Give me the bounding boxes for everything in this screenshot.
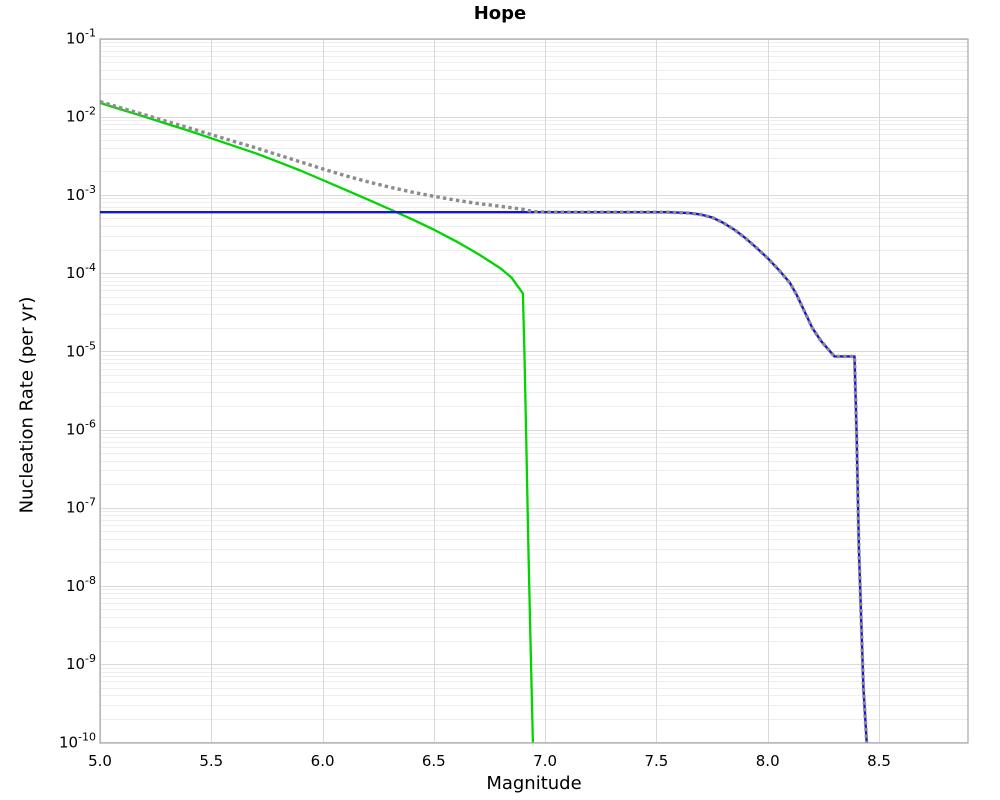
x-tick-label: 5.5 — [199, 752, 223, 770]
y-tick-label: 10-9 — [66, 652, 96, 673]
chart-title: Hope — [473, 3, 527, 24]
x-tick-label: 8.0 — [756, 752, 780, 770]
y-tick-label: 10-5 — [66, 339, 96, 360]
minor-gridlines — [100, 42, 968, 720]
x-tick-label: 6.5 — [422, 752, 446, 770]
series-blue-solid-line — [100, 211, 868, 743]
y-tick-label: 10-10 — [59, 730, 96, 751]
series-green-solid-line — [99, 101, 535, 743]
y-tick-label: 10-1 — [66, 27, 96, 48]
x-tick-label: 7.0 — [533, 752, 557, 770]
x-axis-label: Magnitude — [486, 773, 582, 794]
x-tick-label: 7.5 — [644, 752, 668, 770]
y-axis-label: Nucleation Rate (per yr) — [16, 296, 38, 514]
x-tick-label: 6.0 — [311, 752, 335, 770]
y-tick-label: 10-7 — [66, 496, 96, 517]
y-tick-label: 10-3 — [66, 183, 96, 204]
x-tick-label: 8.5 — [867, 752, 891, 770]
y-tick-label: 10-4 — [66, 261, 96, 282]
series-gray-dotted-line — [99, 99, 869, 743]
plot-frame — [99, 38, 969, 744]
x-tick-label: 5.0 — [88, 752, 112, 770]
y-tick-label: 10-8 — [66, 574, 96, 595]
y-tick-label: 10-6 — [66, 418, 96, 439]
y-tick-label: 10-2 — [66, 105, 96, 126]
